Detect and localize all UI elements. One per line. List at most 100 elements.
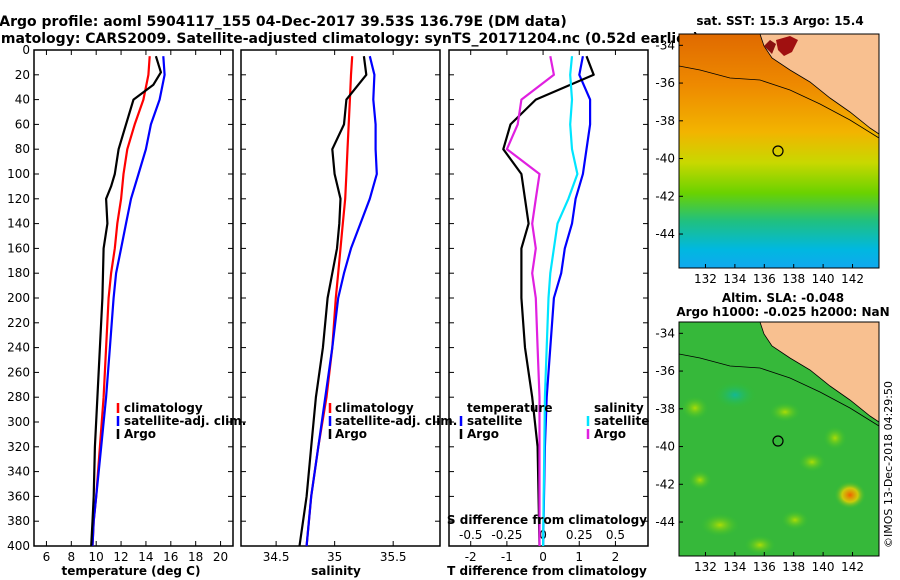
salinity-series-argo xyxy=(298,56,368,547)
temperature-legend-climatology: climatology xyxy=(124,401,203,415)
depth-tick-label: 180 xyxy=(7,266,30,280)
temperature-legend-argo: Argo xyxy=(124,427,156,441)
difference-legend-temperature-title: temperature xyxy=(467,401,552,415)
difference-xtick-label: 1 xyxy=(575,550,583,564)
depth-tick-label: 260 xyxy=(7,365,30,379)
difference-ticks: -2 -1 0 1 2-0.5 -0.25 0 0.25 0.5 xyxy=(449,49,648,564)
temperature-lines xyxy=(90,55,166,547)
difference-xtick-label: -2 xyxy=(465,550,477,564)
depth-tick-label: 160 xyxy=(7,241,30,255)
sst-lon-tick-label: 138 xyxy=(782,272,805,286)
temperature-xtick-label: 10 xyxy=(89,550,104,564)
sst-lon-tick-label: 140 xyxy=(812,272,835,286)
temperature-x-label: temperature (deg C) xyxy=(62,564,201,578)
temperature-xtick-label: 14 xyxy=(138,550,153,564)
salinity-series-climatology xyxy=(305,56,354,547)
sst-ticks: 132 134 136 138 140 142 -34 -36 -38 -40 -42 -44 xyxy=(655,38,864,286)
sla-lat-tick-label: -36 xyxy=(655,364,675,378)
sst-lon-tick-label: 132 xyxy=(694,272,717,286)
imos-watermark: ©IMOS 13-Dec-2018 04:29:50 xyxy=(882,381,895,548)
temperature-xtick-label: 20 xyxy=(213,550,228,564)
sla-lat-tick-label: -34 xyxy=(655,326,675,340)
sla-lon-tick-label: 134 xyxy=(723,560,746,574)
difference-xtick-label: 2 xyxy=(612,550,620,564)
sst-lon-tick-label: 136 xyxy=(753,272,776,286)
sst-lat-tick-label: -44 xyxy=(655,227,675,241)
title-line-2: Climatology: CARS2009. Satellite-adjuste… xyxy=(0,31,699,47)
salinity-series-satellite-adj-clim- xyxy=(305,55,378,547)
depth-tick-label: 100 xyxy=(7,167,30,181)
sst-warm-gulf-2 xyxy=(776,36,798,56)
difference-xtick2-label: -0.25 xyxy=(491,528,522,542)
temperature-xtick-label: 8 xyxy=(67,550,75,564)
sla-lon-tick-label: 142 xyxy=(841,560,864,574)
temperature-xtick-label: 6 xyxy=(43,550,51,564)
sla-map: Altim. SLA: -0.048 Argo h1000: -0.025 h2… xyxy=(655,291,889,574)
salinity-axes-frame xyxy=(240,49,441,547)
salinity-x-label: salinity xyxy=(311,564,361,578)
difference-xtick2-label: -0.5 xyxy=(459,528,482,542)
sla-lon-tick-label: 136 xyxy=(753,560,776,574)
sst-land xyxy=(760,34,879,134)
difference-legend-s-argo: Argo xyxy=(594,427,626,441)
sla-map-title-1: Altim. SLA: -0.048 xyxy=(722,291,844,305)
temperature-panel: 0 20 40 60 80 100 120 140 160 180 200 220 240 260 280 3… xyxy=(7,43,246,578)
sla-isobath xyxy=(679,353,879,427)
difference-series-temperature-satellite xyxy=(542,55,592,547)
temperature-series-satellite-adj-clim- xyxy=(91,56,166,547)
sst-warm-gulf xyxy=(764,40,776,54)
sla-lat-tick-label: -38 xyxy=(655,402,675,416)
difference-xtick2-label: 0.25 xyxy=(566,528,593,542)
sla-ticks: 132 134 136 138 140 142 -34 -36 -38 -40 -42 -44 xyxy=(655,326,864,574)
depth-tick-label: 380 xyxy=(7,514,30,528)
sst-map: sat. SST: 15.3 Argo: 15.4 132 134 136 138 14… xyxy=(655,14,880,286)
sst-lon-tick-label: 142 xyxy=(841,272,864,286)
difference-legend: temperature satellite Argo salinity sate… xyxy=(459,401,649,441)
difference-xtick2-label: 0.5 xyxy=(606,528,625,542)
temperature-ticks: 0 20 40 60 80 100 120 140 160 180 200 220 240 260 280 3… xyxy=(7,43,233,564)
difference-x-label: T difference from climatology xyxy=(447,564,647,578)
temperature-series-climatology xyxy=(91,56,151,547)
sla-land xyxy=(760,322,879,422)
difference-legend-t-argo: Argo xyxy=(467,427,499,441)
sst-lat-tick-label: -36 xyxy=(655,76,675,90)
sst-lat-tick-label: -40 xyxy=(655,152,675,166)
salinity-legend-argo: Argo xyxy=(335,427,367,441)
sla-lon-tick-label: 138 xyxy=(782,560,805,574)
sst-argo-marker xyxy=(772,145,784,157)
difference-panel: -2 -1 0 1 2-0.5 -0.25 0 0.25 0.5 T difference fr… xyxy=(447,49,649,578)
salinity-xtick-label: 35 xyxy=(327,550,342,564)
difference-lines xyxy=(502,55,595,547)
difference-legend-s-satellite: satellite xyxy=(594,414,649,428)
salinity-legend-climatology: climatology xyxy=(335,401,414,415)
depth-tick-label: 20 xyxy=(15,68,30,82)
sla-argo-marker xyxy=(772,435,784,447)
difference-xtick-label: -1 xyxy=(501,550,513,564)
salinity-lines xyxy=(298,55,378,547)
temperature-xtick-label: 18 xyxy=(188,550,203,564)
depth-tick-label: 220 xyxy=(7,316,30,330)
sla-lat-tick-label: -42 xyxy=(655,477,675,491)
difference-xtick-label: 0 xyxy=(539,550,547,564)
difference-legend-salinity-title: salinity xyxy=(594,401,644,415)
depth-tick-label: 80 xyxy=(15,142,30,156)
temperature-xtick-label: 12 xyxy=(113,550,128,564)
difference-x-label-2: S difference from climatology xyxy=(447,513,647,527)
depth-tick-label: 240 xyxy=(7,341,30,355)
sst-lat-tick-label: -38 xyxy=(655,114,675,128)
depth-tick-label: 320 xyxy=(7,440,30,454)
depth-tick-label: 360 xyxy=(7,489,30,503)
salinity-legend: climatology satellite-adj. clim. Argo xyxy=(328,401,457,441)
sla-lat-tick-label: -44 xyxy=(655,515,675,529)
sla-map-title-2: Argo h1000: -0.025 h2000: NaN xyxy=(676,305,889,319)
depth-tick-label: 280 xyxy=(7,390,30,404)
depth-tick-label: 120 xyxy=(7,192,30,206)
depth-tick-label: 300 xyxy=(7,415,30,429)
difference-series-temperature-argo xyxy=(502,55,595,547)
temperature-legend-satellite: satellite-adj. clim. xyxy=(124,414,246,428)
difference-series-salinity-satellite xyxy=(542,56,579,547)
sla-map-frame xyxy=(678,321,880,557)
sla-lon-tick-label: 140 xyxy=(812,560,835,574)
sst-lat-tick-label: -34 xyxy=(655,38,675,52)
